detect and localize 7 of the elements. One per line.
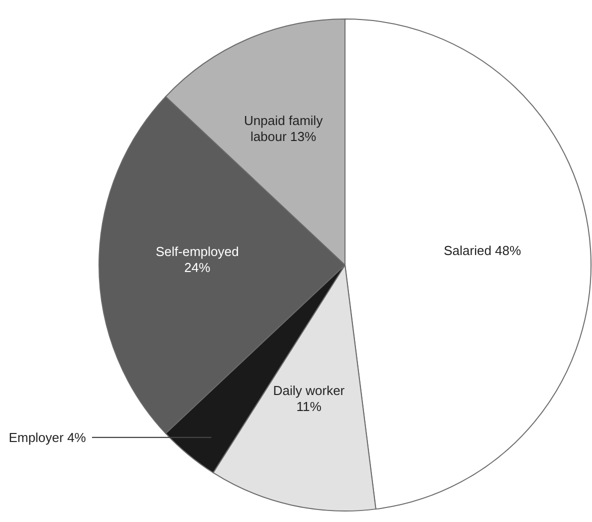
data-label: 24% <box>184 260 211 275</box>
slice-label: Employer 4% <box>8 430 86 445</box>
slice-label: Unpaid family labour 13% <box>244 113 324 144</box>
slice-label: Salaried 48% <box>444 243 522 258</box>
slice-label: Self-employed <box>156 244 239 259</box>
slice-label: Daily worker <box>273 383 346 398</box>
data-label: 11% <box>296 399 322 414</box>
